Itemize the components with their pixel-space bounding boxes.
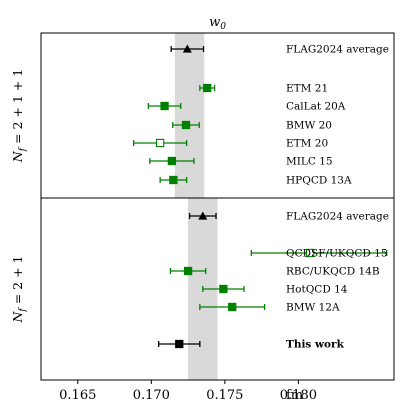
data-point-flag2024-average xyxy=(188,211,217,220)
entry-label-callat-20a: CalLat 20A xyxy=(286,101,346,113)
filled-square-marker xyxy=(169,175,178,185)
chart-title: w0 xyxy=(209,15,226,32)
plot-border xyxy=(40,32,395,381)
data-point-callat-20a xyxy=(147,101,182,111)
data-point-this-work xyxy=(158,339,201,349)
filled-square-marker xyxy=(167,156,177,166)
data-point-rbc-ukqcd-14b xyxy=(169,266,207,276)
entry-label-hotqcd-14: HotQCD 14 xyxy=(286,284,348,296)
open-square-marker xyxy=(306,248,315,258)
triangle-marker xyxy=(198,211,208,220)
data-point-flag2024-average xyxy=(170,44,205,53)
data-point-hpqcd-13a xyxy=(159,175,188,185)
data-point-milc-15 xyxy=(149,156,195,166)
open-square-marker xyxy=(155,138,165,148)
x-tick-label: 0.170 xyxy=(133,388,170,403)
data-point-bmw-12a xyxy=(199,302,266,312)
filled-square-marker xyxy=(175,339,184,349)
filled-square-marker xyxy=(228,302,237,312)
entry-label-qcdsf-ukqcd-15: QCDSF/UKQCD 15 xyxy=(286,248,388,260)
chart-text: w0 Nf = 2 + 1 + 1 FLAG2024 average ETM 21 Ca… xyxy=(10,15,389,403)
filled-square-marker xyxy=(160,101,169,111)
x-tick-label: 0.175 xyxy=(206,388,243,403)
entry-label-bmw-12a: BMW 12A xyxy=(286,302,340,314)
data-point-bmw-20 xyxy=(172,120,200,130)
plot-frame xyxy=(40,32,395,384)
filled-square-marker xyxy=(219,284,228,294)
x-tick-label: 0.180 xyxy=(280,388,317,403)
entry-label-rbc-ukqcd-14b: RBC/UKQCD 14B xyxy=(286,266,380,278)
x-tick-label: 0.165 xyxy=(59,388,96,403)
entry-label-milc-15: MILC 15 xyxy=(286,156,333,168)
data-point-etm-21 xyxy=(199,83,216,93)
panel-label-nf21: Nf = 2 + 1 xyxy=(10,255,28,323)
filled-square-marker xyxy=(183,266,193,276)
entry-label-flag2024-average: FLAG2024 average xyxy=(286,211,389,223)
entry-label-this-work: This work xyxy=(286,339,345,351)
unit-label: fm xyxy=(286,388,303,403)
data-point-qcdsf-ukqcd-15 xyxy=(250,248,388,258)
data-point-etm-20 xyxy=(133,138,188,148)
entry-label-etm-21: ETM 21 xyxy=(286,83,328,95)
triangle-marker xyxy=(182,44,192,53)
average-band-nf2111 xyxy=(174,33,205,198)
entry-label-hpqcd-13a: HPQCD 13A xyxy=(286,175,352,187)
entry-label-etm-20: ETM 20 xyxy=(286,138,328,150)
panel-label-nf2111: Nf = 2 + 1 + 1 xyxy=(10,69,28,163)
filled-square-marker xyxy=(181,120,191,130)
entry-label-flag2024-average: FLAG2024 average xyxy=(286,44,389,56)
filled-square-marker xyxy=(203,83,212,93)
data-point-hotqcd-14 xyxy=(202,284,245,294)
data-points xyxy=(133,44,388,349)
entry-label-bmw-20: BMW 20 xyxy=(286,120,332,132)
